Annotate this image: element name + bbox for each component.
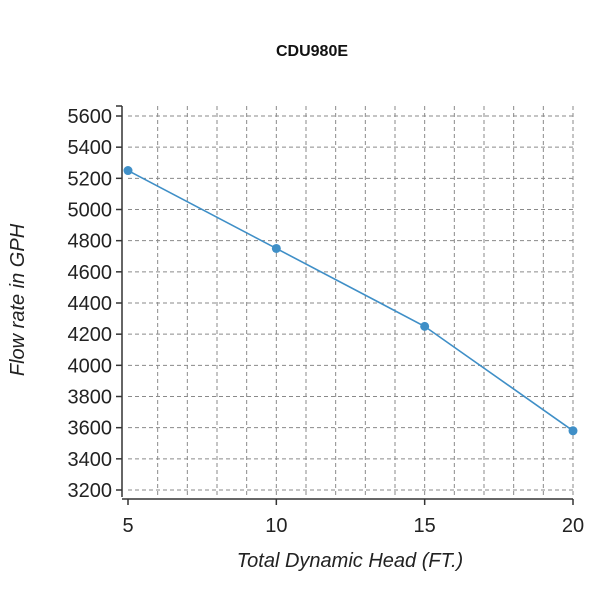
y-tick-label: 4000 <box>68 355 113 377</box>
y-tick-label: 3200 <box>68 480 113 502</box>
data-point <box>420 321 430 331</box>
data-point <box>568 426 578 436</box>
x-tick-label: 15 <box>414 515 436 537</box>
data-point <box>271 243 281 253</box>
y-tick-label: 4400 <box>68 293 113 315</box>
y-tick-label: 4600 <box>68 262 113 284</box>
series-line <box>127 169 574 432</box>
y-tick-label: 3400 <box>68 449 113 471</box>
x-tick-label: 5 <box>122 515 133 537</box>
axes <box>116 105 574 505</box>
y-tick-label: 3800 <box>68 387 113 409</box>
y-tick-label: 4200 <box>68 324 113 346</box>
grid-lines <box>128 106 574 497</box>
y-axis-label: Flow rate in GPH <box>7 223 29 376</box>
y-tick-label: 5400 <box>68 137 113 159</box>
x-axis-label: Total Dynamic Head (FT.) <box>237 550 463 572</box>
tick-labels: 3200 3400 3600 3800 4000 4200 4400 4600 4800 5000… <box>68 106 585 537</box>
y-tick-label: 5000 <box>68 200 113 222</box>
y-tick-label: 3600 <box>68 418 113 440</box>
data-point <box>123 166 133 176</box>
series-layer <box>123 166 578 436</box>
y-tick-label: 5200 <box>68 168 113 190</box>
x-tick-label: 10 <box>265 515 287 537</box>
x-tick-label: 20 <box>562 515 584 537</box>
chart-title: CDU980E <box>276 43 348 60</box>
y-tick-label: 5600 <box>68 106 113 128</box>
y-tick-label: 4800 <box>68 231 113 253</box>
